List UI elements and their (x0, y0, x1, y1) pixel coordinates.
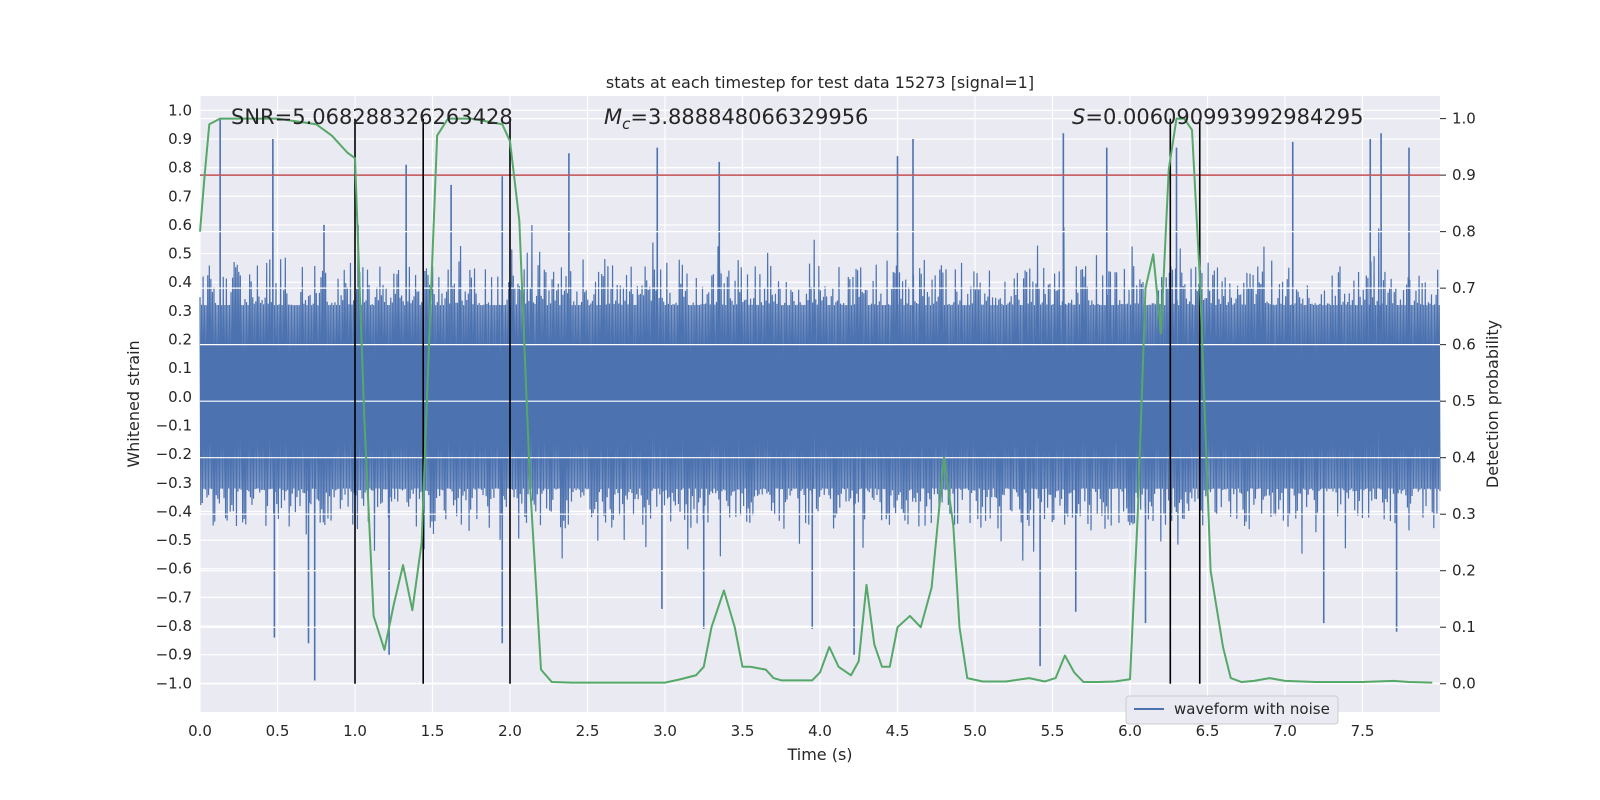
x-tick-label: 1.0 (343, 722, 367, 740)
y-tick-label: 0.0 (168, 388, 192, 406)
y-tick-label: 1.0 (168, 101, 192, 119)
y2-tick-label: 0.4 (1452, 449, 1476, 467)
x-tick-label: 2.5 (576, 722, 600, 740)
y-tick-label: 0.6 (168, 216, 192, 234)
x-tick-label: 4.0 (808, 722, 832, 740)
chirp-mass-symbol: M (604, 105, 622, 129)
x-axis-label: Time (s) (786, 745, 852, 764)
vertical-markers (354, 118, 1201, 684)
chirp-mass-value: =3.888848066329956 (630, 105, 868, 129)
s-symbol: S (1072, 105, 1085, 129)
x-tick-label: 3.5 (731, 722, 755, 740)
snr-annotation: SNR=5.068288326263428 (231, 105, 513, 129)
y2-tick-label: 0.6 (1452, 336, 1476, 354)
x-tick-label: 0.5 (266, 722, 290, 740)
legend-box (1125, 695, 1339, 725)
y2-tick-label: 0.1 (1452, 618, 1476, 636)
detection-probability-series (199, 117, 1433, 684)
y2-tick-label: 0.7 (1452, 279, 1476, 297)
y2-tick-label: 0.2 (1452, 562, 1476, 580)
probability-line (199, 117, 1433, 684)
x-axis-ticks: 0.0 0.5 1.0 1.5 2.0 2.5 3.0 3.5 4.0 4.5 5.0 5.5 6.0 6… (188, 722, 1374, 740)
y2-tick-label: 1.0 (1452, 110, 1476, 128)
y2-tick-label: 0.9 (1452, 166, 1476, 184)
y-tick-label: −0.2 (156, 445, 192, 463)
y-tick-label: −0.8 (156, 617, 192, 635)
y-tick-label: −1.0 (156, 674, 192, 692)
y2-tick-label: 0.8 (1452, 223, 1476, 241)
y-tick-label: 0.8 (168, 159, 192, 177)
y-axis-label: Whitened strain (124, 340, 143, 467)
x-tick-label: 6.5 (1196, 722, 1220, 740)
legend: waveform with noise (1125, 695, 1339, 725)
chirp-mass-subscript: c (622, 115, 631, 133)
y-tick-label: 0.4 (168, 273, 192, 291)
s-annotation: S=0.006090993992984295 (1072, 105, 1363, 129)
x-tick-label: 5.5 (1041, 722, 1065, 740)
y-tick-label: −0.3 (156, 474, 192, 492)
y2-tick-label: 0.3 (1452, 505, 1476, 523)
x-tick-label: 7.0 (1273, 722, 1297, 740)
x-tick-label: 2.0 (498, 722, 522, 740)
legend-entry: waveform with noise (1174, 700, 1330, 718)
chart-title: stats at each timestep for test data 152… (606, 73, 1034, 92)
y2-axis-ticks: 1.0 0.9 0.8 0.7 0.6 0.5 0.4 0.3 0.2 0.1 0.0 (1440, 110, 1476, 693)
y-tick-label: −0.6 (156, 560, 192, 578)
y2-axis-label: Detection probability (1483, 320, 1502, 488)
y-tick-label: −0.4 (156, 502, 192, 520)
y2-tick-label: 0.0 (1452, 675, 1476, 693)
y-tick-label: 0.5 (168, 245, 192, 263)
x-tick-label: 6.0 (1118, 722, 1142, 740)
y-tick-label: −0.1 (156, 416, 192, 434)
x-tick-label: 5.0 (963, 722, 987, 740)
x-tick-label: 7.5 (1351, 722, 1375, 740)
y-tick-label: 0.1 (168, 359, 192, 377)
s-value: =0.006090993992984295 (1085, 105, 1363, 129)
y-axis-ticks: 1.0 0.9 0.8 0.7 0.6 0.5 0.4 0.3 0.2 0.1 0.0 −0.1 −0.… (156, 101, 192, 692)
y2-tick-label: 0.5 (1452, 392, 1476, 410)
x-tick-label: 1.5 (421, 722, 445, 740)
chirp-mass-annotation: Mc=3.888848066329956 (604, 105, 868, 133)
x-tick-label: 3.0 (653, 722, 677, 740)
y-tick-label: −0.5 (156, 531, 192, 549)
y-tick-label: −0.9 (156, 646, 192, 664)
y-tick-label: 0.2 (168, 331, 192, 349)
x-tick-label: 0.0 (188, 722, 212, 740)
y-tick-label: 0.3 (168, 302, 192, 320)
grid-right-axis (200, 118, 1440, 685)
y-tick-label: 0.9 (168, 130, 192, 148)
y-tick-label: 0.7 (168, 187, 192, 205)
y-tick-label: −0.7 (156, 588, 192, 606)
x-tick-label: 4.5 (886, 722, 910, 740)
